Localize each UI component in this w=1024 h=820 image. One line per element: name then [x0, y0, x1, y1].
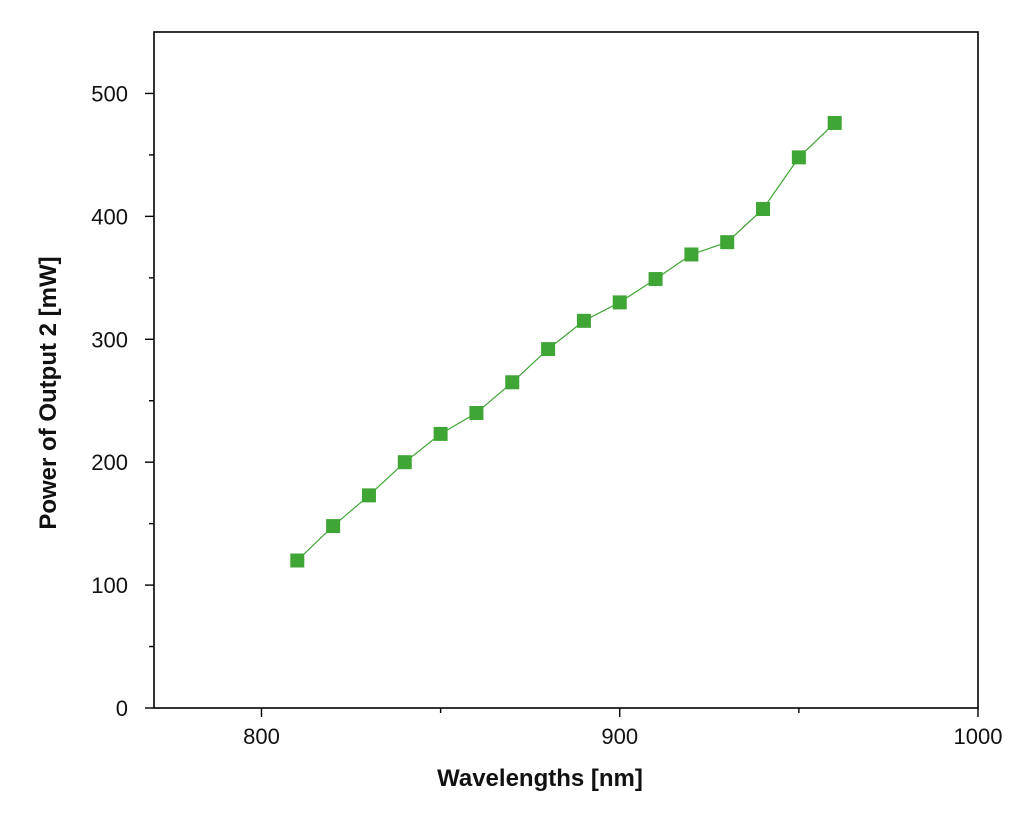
data-point-marker [720, 235, 735, 250]
series-layer [290, 115, 842, 568]
y-tick-label: 500 [91, 81, 128, 106]
data-point-marker [361, 488, 376, 503]
y-tick-label: 0 [116, 696, 128, 721]
x-tick-label: 1000 [954, 724, 1003, 749]
x-tick-label: 900 [601, 724, 638, 749]
y-tick-labels: 0 100 200 300 400 500 [91, 81, 128, 721]
x-axis-title: Wavelengths [nm] [437, 765, 643, 792]
data-point-marker [326, 519, 341, 534]
x-tick-label: 800 [243, 724, 280, 749]
data-point-marker [541, 342, 556, 357]
data-point-marker [827, 115, 842, 130]
data-point-marker [648, 272, 663, 287]
data-point-marker [397, 455, 412, 470]
data-point-marker [505, 375, 520, 390]
data-point-marker [756, 201, 771, 216]
data-point-marker [612, 295, 627, 310]
axis-ticks [145, 92, 979, 717]
data-point-marker [433, 426, 448, 441]
data-point-marker [576, 313, 591, 328]
y-tick-label: 100 [91, 573, 128, 598]
y-tick-label: 300 [91, 327, 128, 352]
y-axis-title: Power of Output 2 [mW] [35, 256, 62, 529]
data-point-marker [469, 406, 484, 421]
x-tick-labels: 800 900 1000 [243, 724, 1002, 749]
y-tick-label: 200 [91, 450, 128, 475]
data-point-marker [684, 247, 699, 262]
y-tick-label: 400 [91, 204, 128, 229]
data-point-marker [290, 553, 305, 568]
plot-frame [153, 31, 979, 709]
series-line [296, 122, 836, 561]
data-point-marker [791, 150, 806, 165]
